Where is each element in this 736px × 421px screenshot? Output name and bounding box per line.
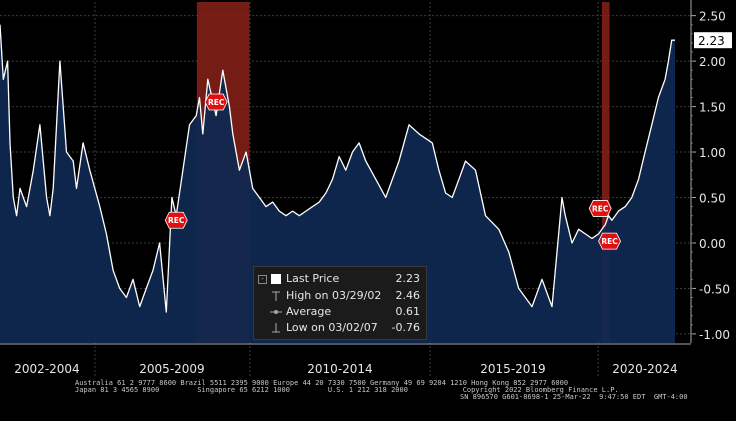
y-tick-label: -0.50 — [699, 282, 730, 296]
box-icon[interactable]: - — [258, 275, 267, 284]
y-tick-label: -1.00 — [699, 328, 730, 342]
last-value-label: 2.23 — [698, 34, 725, 48]
legend-item-average: Average 0.61 — [260, 304, 420, 320]
x-tick-label: 2020-2024 — [612, 362, 677, 376]
y-tick-label: 2.50 — [699, 10, 726, 24]
chart-legend: - Last Price 2.23 High on 03/29/02 2.46 … — [253, 266, 427, 340]
x-tick-label: 2010-2014 — [307, 362, 372, 376]
rec-marker-label: REC — [592, 204, 609, 213]
rec-marker-label: REC — [208, 98, 225, 107]
rec-marker-label: REC — [601, 237, 618, 246]
x-tick-label: 2015-2019 — [480, 362, 545, 376]
average-marker-icon — [270, 306, 282, 318]
low-marker-icon — [270, 322, 282, 334]
rec-marker-label: REC — [168, 216, 185, 225]
y-tick-label: 2.00 — [699, 55, 726, 69]
legend-label: Low on 03/02/07 — [286, 321, 378, 334]
y-tick-label: 1.50 — [699, 101, 726, 115]
legend-item-high: High on 03/29/02 2.46 — [260, 288, 420, 304]
x-tick-label: 2005-2009 — [139, 362, 204, 376]
x-tick-label: 2002-2004 — [14, 362, 79, 376]
legend-label: High on 03/29/02 — [286, 289, 382, 302]
legend-item-last-price: - Last Price 2.23 — [258, 271, 421, 287]
footer-contacts-2: Japan 81 3 4565 8900 Singapore 65 6212 1… — [75, 386, 619, 394]
legend-value: -0.76 — [391, 321, 420, 334]
legend-label: Average — [286, 305, 332, 318]
y-tick-label: 0.50 — [699, 192, 726, 206]
legend-item-low: Low on 03/02/07 -0.76 — [260, 320, 420, 336]
footer-session: SN 896570 G601-8698-1 25-Mar-22 9:47:50 … — [460, 393, 688, 401]
rec-marker — [588, 200, 612, 217]
white-square-icon — [270, 273, 282, 285]
footer-contacts: Australia 61 2 9777 8600 Brazil 5511 239… — [75, 379, 569, 387]
legend-value: 2.46 — [395, 289, 421, 302]
high-marker-icon — [270, 290, 282, 302]
chart-svg: REC REC REC REC 2.50 2.00 1.50 1.00 0.50 0.00 -0.5… — [0, 0, 732, 378]
recession-band — [601, 2, 610, 343]
legend-value: 2.23 — [395, 272, 421, 285]
legend-value: 0.61 — [395, 305, 421, 318]
y-tick-label: 1.00 — [699, 146, 726, 160]
y-tick-label: 0.00 — [699, 237, 726, 251]
rec-marker — [204, 93, 228, 111]
rec-marker — [164, 211, 188, 229]
legend-label: Last Price — [286, 272, 340, 285]
rec-marker — [598, 232, 621, 250]
series-line — [0, 24, 675, 313]
footer: Australia 61 2 9777 8600 Brazil 5511 239… — [0, 378, 736, 421]
last-value-box — [694, 32, 732, 49]
